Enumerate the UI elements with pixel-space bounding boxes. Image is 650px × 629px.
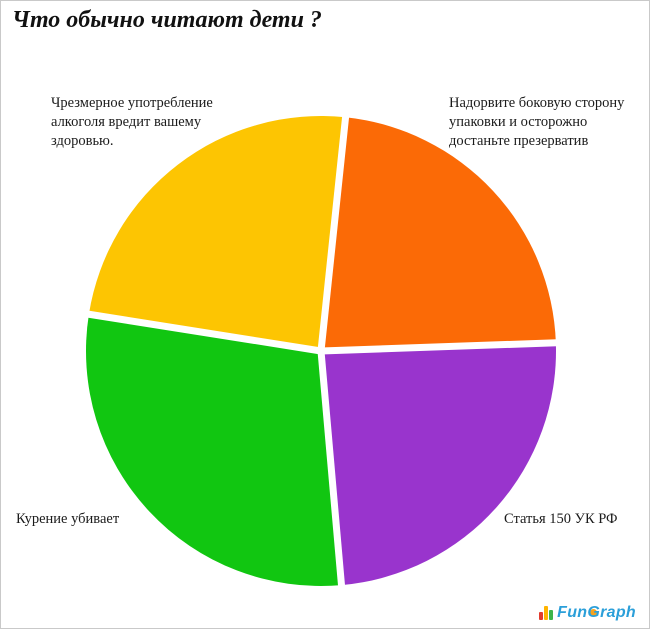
pie-slice-alcohol-warning: [88, 116, 346, 351]
pie-slice-criminal-code: [321, 342, 557, 586]
chart-title: Что обычно читают дети ?: [12, 7, 322, 33]
slice-label-criminal-code: Статья 150 УК РФ: [504, 511, 618, 527]
slice-separator: [317, 108, 350, 352]
logo-text-g: G: [587, 604, 601, 621]
slice-separator: [317, 350, 346, 594]
logo-text-raph: raph: [600, 604, 636, 621]
slice-label-smoking-kills: Курение убивает: [16, 511, 120, 527]
bar-chart-icon: [539, 606, 554, 622]
slice-separator: [320, 339, 564, 355]
pie-slice-smoking-kills: [85, 314, 342, 587]
slice-separator: [80, 309, 322, 355]
slice-label-alcohol-warning: Чрезмерное употребление алкоголя вредит …: [51, 95, 213, 149]
fungraph-logo: FunGraph: [539, 604, 636, 622]
logo-text: FunGraph: [557, 604, 636, 622]
pie-slice-condom-instruction: [321, 117, 556, 351]
logo-text-fun: Fun: [557, 604, 588, 621]
slice-label-condom-instruction: Надорвите боковую сторону упаковки и ост…: [449, 95, 625, 149]
